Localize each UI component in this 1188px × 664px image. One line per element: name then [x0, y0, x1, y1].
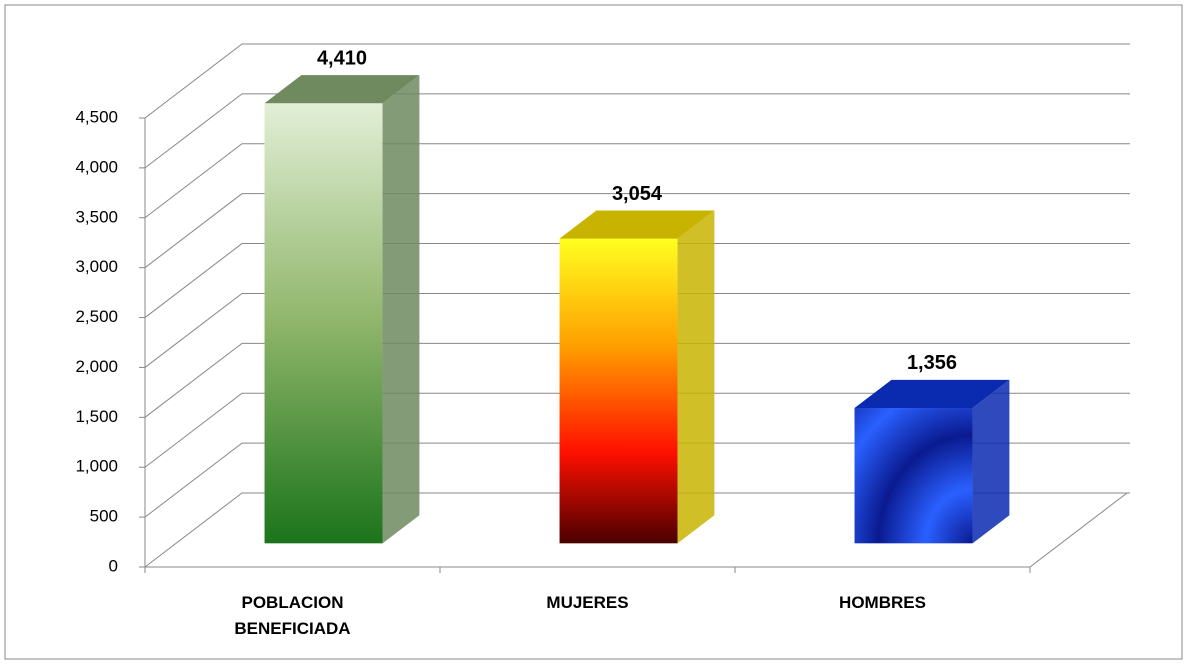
y-tick-label: 4,000	[75, 157, 118, 176]
bar-top	[559, 210, 715, 239]
value-label: 3,054	[612, 183, 663, 205]
grid-line	[144, 193, 1130, 269]
y-tick-label: 500	[90, 507, 118, 526]
grid-line	[144, 243, 1130, 318]
bar-side	[972, 379, 1010, 544]
value-label: 1,356	[907, 352, 957, 374]
grid-line	[144, 292, 1130, 368]
grid-line	[144, 392, 1130, 468]
y-tick-label: 4,500	[75, 107, 118, 126]
y-tick-label: 2,500	[75, 307, 118, 326]
grid-line	[144, 442, 1130, 518]
grid-line	[144, 43, 1130, 119]
x-tick-label: HOMBRES	[839, 593, 926, 612]
grid-line	[144, 342, 1130, 418]
bar-front	[264, 103, 383, 544]
grid-line	[144, 93, 1130, 169]
y-tick-label: 0	[109, 556, 118, 575]
grid-line	[144, 492, 1130, 568]
bar-side	[382, 75, 420, 544]
value-label: 4,410	[317, 47, 367, 69]
chart-border	[4, 4, 1183, 660]
y-tick-label: 1,500	[75, 407, 118, 426]
bar-top	[264, 75, 420, 104]
y-tick-label: 3,000	[75, 257, 118, 276]
y-tick-label: 2,000	[75, 357, 118, 376]
y-tick-label: 3,500	[75, 207, 118, 226]
bar-front	[854, 408, 973, 544]
bar-top	[854, 379, 1010, 409]
x-tick-label: POBLACION BENEFICIADA	[234, 593, 351, 638]
grid-line	[144, 143, 1130, 219]
x-tick-label: MUJERES	[546, 593, 629, 612]
y-tick-label: 1,000	[75, 457, 118, 476]
bar-front	[559, 238, 678, 544]
bar-side	[677, 210, 715, 544]
